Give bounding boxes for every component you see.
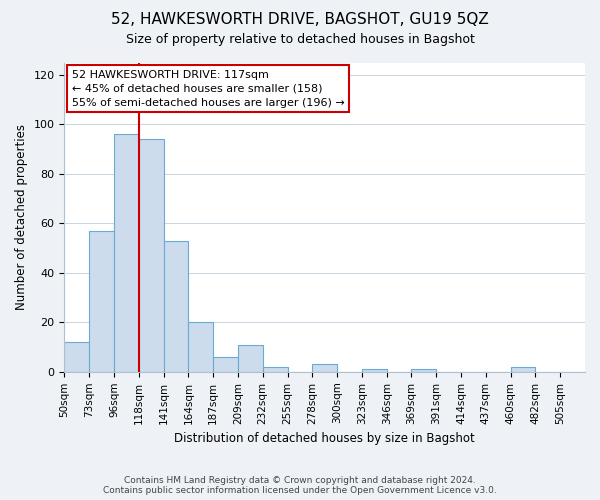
Y-axis label: Number of detached properties: Number of detached properties [15, 124, 28, 310]
Text: Contains HM Land Registry data © Crown copyright and database right 2024.: Contains HM Land Registry data © Crown c… [124, 476, 476, 485]
Bar [213, 357, 238, 372]
Text: Size of property relative to detached houses in Bagshot: Size of property relative to detached ho… [125, 32, 475, 46]
Bar [313, 364, 337, 372]
Bar [89, 231, 114, 372]
X-axis label: Distribution of detached houses by size in Bagshot: Distribution of detached houses by size … [175, 432, 475, 445]
Bar [263, 367, 287, 372]
Bar [412, 370, 436, 372]
Bar [188, 322, 213, 372]
Bar [114, 134, 139, 372]
Text: Contains public sector information licensed under the Open Government Licence v3: Contains public sector information licen… [103, 486, 497, 495]
Text: 52 HAWKESWORTH DRIVE: 117sqm
← 45% of detached houses are smaller (158)
55% of s: 52 HAWKESWORTH DRIVE: 117sqm ← 45% of de… [72, 70, 344, 108]
Bar [164, 240, 188, 372]
Bar [64, 342, 89, 372]
Bar [139, 139, 164, 372]
Text: 52, HAWKESWORTH DRIVE, BAGSHOT, GU19 5QZ: 52, HAWKESWORTH DRIVE, BAGSHOT, GU19 5QZ [111, 12, 489, 28]
Bar [238, 344, 263, 372]
Bar [511, 367, 535, 372]
Bar [362, 370, 386, 372]
